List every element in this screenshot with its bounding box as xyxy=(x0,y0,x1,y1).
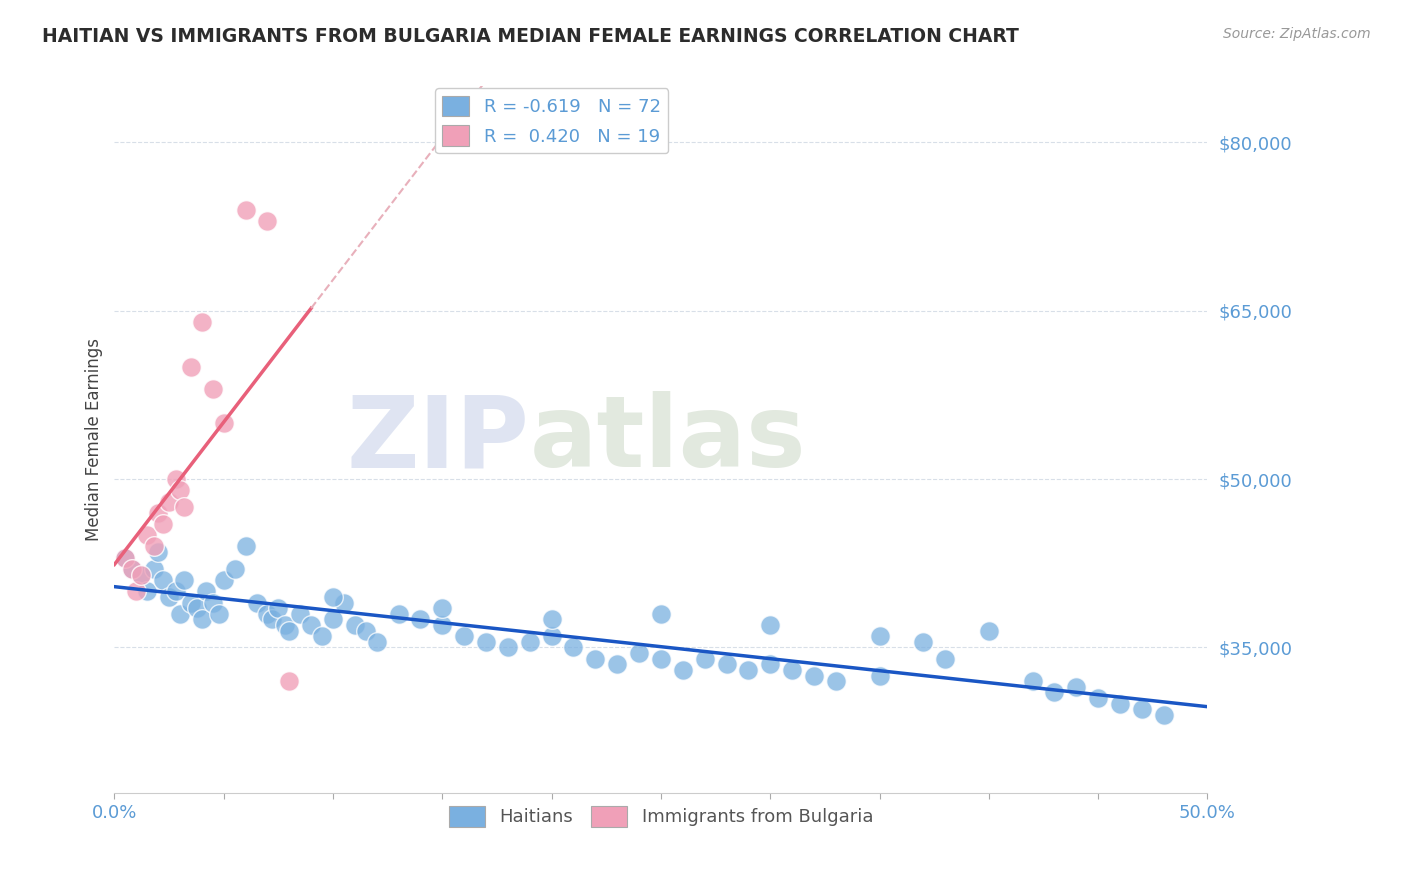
Text: ZIP: ZIP xyxy=(347,392,530,488)
Text: HAITIAN VS IMMIGRANTS FROM BULGARIA MEDIAN FEMALE EARNINGS CORRELATION CHART: HAITIAN VS IMMIGRANTS FROM BULGARIA MEDI… xyxy=(42,27,1019,45)
Point xyxy=(322,590,344,604)
Point xyxy=(453,629,475,643)
Point xyxy=(157,494,180,508)
Point xyxy=(290,607,312,621)
Point xyxy=(201,382,224,396)
Point xyxy=(650,651,672,665)
Point xyxy=(256,607,278,621)
Point xyxy=(212,416,235,430)
Point xyxy=(934,651,956,665)
Y-axis label: Median Female Earnings: Median Female Earnings xyxy=(86,338,103,541)
Point xyxy=(650,607,672,621)
Point xyxy=(191,315,214,329)
Point xyxy=(212,573,235,587)
Point xyxy=(912,635,935,649)
Point xyxy=(129,567,152,582)
Legend: Haitians, Immigrants from Bulgaria: Haitians, Immigrants from Bulgaria xyxy=(441,798,880,834)
Point xyxy=(803,668,825,682)
Point xyxy=(224,562,246,576)
Point xyxy=(114,550,136,565)
Point xyxy=(716,657,738,672)
Point xyxy=(824,674,846,689)
Point xyxy=(1109,697,1132,711)
Point xyxy=(343,618,366,632)
Text: atlas: atlas xyxy=(530,392,807,488)
Point xyxy=(1087,690,1109,705)
Point xyxy=(759,618,782,632)
Point xyxy=(519,635,541,649)
Point xyxy=(114,550,136,565)
Point xyxy=(606,657,628,672)
Point xyxy=(354,624,377,638)
Point xyxy=(409,612,432,626)
Point xyxy=(245,596,267,610)
Point xyxy=(540,629,562,643)
Point xyxy=(180,359,202,374)
Point xyxy=(388,607,411,621)
Point xyxy=(322,612,344,626)
Point xyxy=(693,651,716,665)
Point xyxy=(977,624,1000,638)
Point xyxy=(201,596,224,610)
Point xyxy=(1043,685,1066,699)
Point xyxy=(366,635,388,649)
Point xyxy=(129,567,152,582)
Point xyxy=(173,573,195,587)
Point xyxy=(333,596,356,610)
Point xyxy=(165,472,187,486)
Point xyxy=(146,545,169,559)
Point xyxy=(432,618,454,632)
Point xyxy=(540,612,562,626)
Point xyxy=(125,584,148,599)
Point xyxy=(869,629,891,643)
Point xyxy=(180,596,202,610)
Point xyxy=(737,663,759,677)
Point xyxy=(208,607,231,621)
Text: Source: ZipAtlas.com: Source: ZipAtlas.com xyxy=(1223,27,1371,41)
Point xyxy=(121,562,143,576)
Point xyxy=(278,674,301,689)
Point xyxy=(496,640,519,655)
Point xyxy=(146,506,169,520)
Point xyxy=(256,214,278,228)
Point xyxy=(169,607,191,621)
Point xyxy=(186,601,208,615)
Point xyxy=(195,584,218,599)
Point xyxy=(869,668,891,682)
Point xyxy=(780,663,803,677)
Point xyxy=(1153,707,1175,722)
Point xyxy=(260,612,283,626)
Point xyxy=(136,584,159,599)
Point xyxy=(274,618,297,632)
Point xyxy=(267,601,290,615)
Point xyxy=(142,540,165,554)
Point xyxy=(432,601,454,615)
Point xyxy=(1130,702,1153,716)
Point xyxy=(235,540,257,554)
Point xyxy=(628,646,651,660)
Point xyxy=(191,612,214,626)
Point xyxy=(173,500,195,515)
Point xyxy=(121,562,143,576)
Point xyxy=(142,562,165,576)
Point xyxy=(759,657,782,672)
Point xyxy=(562,640,585,655)
Point xyxy=(475,635,498,649)
Point xyxy=(278,624,301,638)
Point xyxy=(169,483,191,498)
Point xyxy=(165,584,187,599)
Point xyxy=(1066,680,1088,694)
Point xyxy=(235,202,257,217)
Point xyxy=(311,629,333,643)
Point xyxy=(157,590,180,604)
Point xyxy=(672,663,695,677)
Point xyxy=(299,618,322,632)
Point xyxy=(136,528,159,542)
Point xyxy=(1021,674,1043,689)
Point xyxy=(152,516,174,531)
Point xyxy=(152,573,174,587)
Point xyxy=(583,651,606,665)
